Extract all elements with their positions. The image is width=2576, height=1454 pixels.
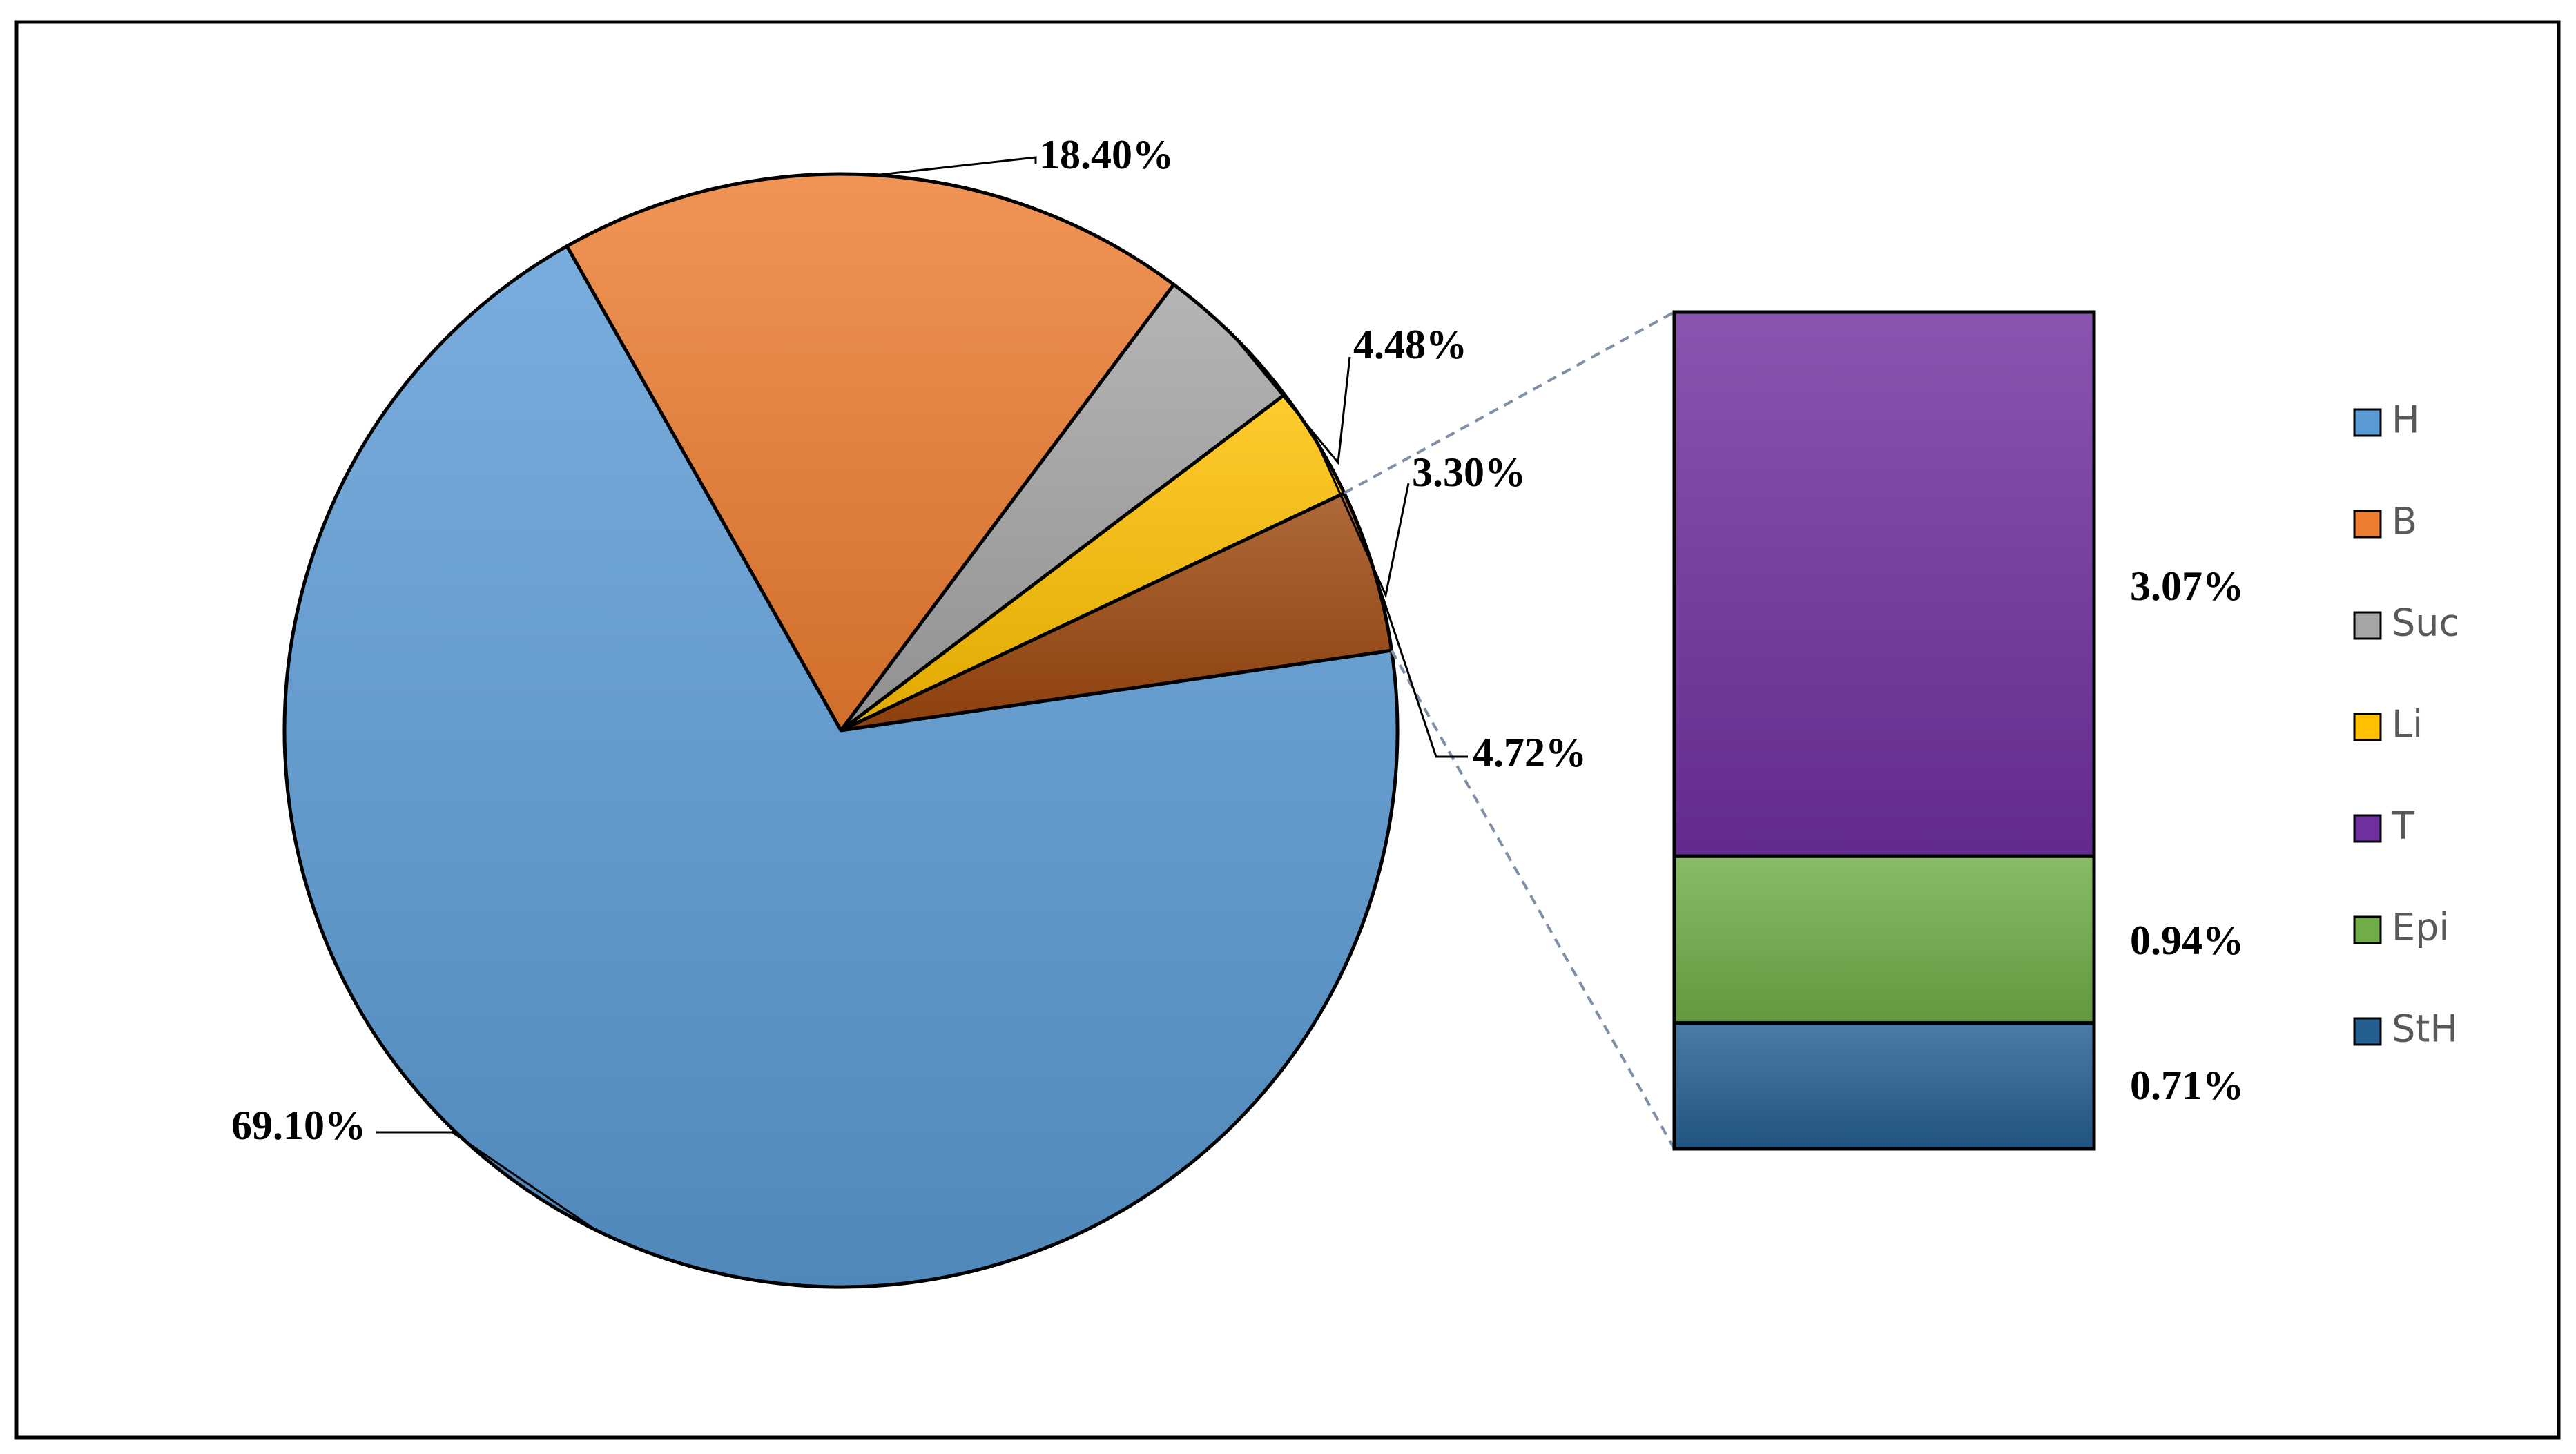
data-label-b: 18.40% bbox=[1039, 132, 1174, 177]
pie-to-bar-connectors bbox=[1344, 311, 1676, 1150]
connector-line-bottom bbox=[1390, 650, 1676, 1150]
legend-swatch bbox=[2353, 915, 2382, 944]
legend-swatch bbox=[2353, 408, 2382, 437]
leader-line-li bbox=[1316, 441, 1410, 599]
legend: H B Suc Li T Epi StH bbox=[2353, 398, 2459, 1051]
legend-item-b: B bbox=[2353, 500, 2417, 543]
legend-item-suc: Suc bbox=[2353, 601, 2459, 645]
data-label-epi: 0.94% bbox=[2130, 918, 2244, 963]
legend-item-sth: StH bbox=[2353, 1007, 2458, 1051]
leader-line-b bbox=[875, 156, 1037, 177]
data-label-li: 3.30% bbox=[1412, 449, 1526, 495]
legend-item-epi: Epi bbox=[2353, 906, 2449, 949]
pie-slices bbox=[282, 172, 1400, 1289]
bar-segment-sth bbox=[1672, 1021, 2096, 1151]
data-label-suc: 4.48% bbox=[1353, 322, 1467, 367]
legend-item-h: H bbox=[2353, 398, 2420, 442]
bar-segment-t bbox=[1672, 310, 2096, 858]
bar-segment-epi bbox=[1672, 854, 2096, 1025]
leader-line-other bbox=[1373, 570, 1468, 758]
data-label-sth: 0.71% bbox=[2130, 1063, 2244, 1108]
legend-swatch bbox=[2353, 713, 2382, 741]
legend-swatch bbox=[2353, 510, 2382, 539]
legend-swatch bbox=[2353, 611, 2382, 640]
leader-lines bbox=[376, 156, 1468, 1231]
legend-swatch bbox=[2353, 814, 2382, 843]
legend-label: H bbox=[2392, 398, 2420, 442]
data-label-other: 4.72% bbox=[1473, 730, 1587, 775]
legend-swatch bbox=[2353, 1017, 2382, 1046]
legend-label: T bbox=[2391, 804, 2415, 848]
legend-item-t: T bbox=[2353, 804, 2415, 848]
legend-label: StH bbox=[2392, 1007, 2458, 1051]
legend-label: Li bbox=[2392, 703, 2423, 746]
data-label-t: 3.07% bbox=[2130, 563, 2244, 609]
leader-line-h bbox=[376, 1131, 597, 1231]
data-labels: 18.40% 4.48% 3.30% 4.72% 69.10% 3.07% 0.94% 0.7… bbox=[231, 132, 2244, 1148]
legend-item-li: Li bbox=[2353, 703, 2423, 746]
data-label-h: 69.10% bbox=[231, 1103, 366, 1148]
connector-line-top bbox=[1344, 311, 1675, 494]
legend-label: Epi bbox=[2392, 906, 2449, 949]
stacked-bar bbox=[1672, 310, 2096, 1151]
leader-line-suc bbox=[1232, 335, 1351, 465]
pie-slice-b bbox=[565, 172, 1176, 733]
legend-label: Suc bbox=[2392, 601, 2459, 645]
legend-label: B bbox=[2392, 500, 2417, 543]
